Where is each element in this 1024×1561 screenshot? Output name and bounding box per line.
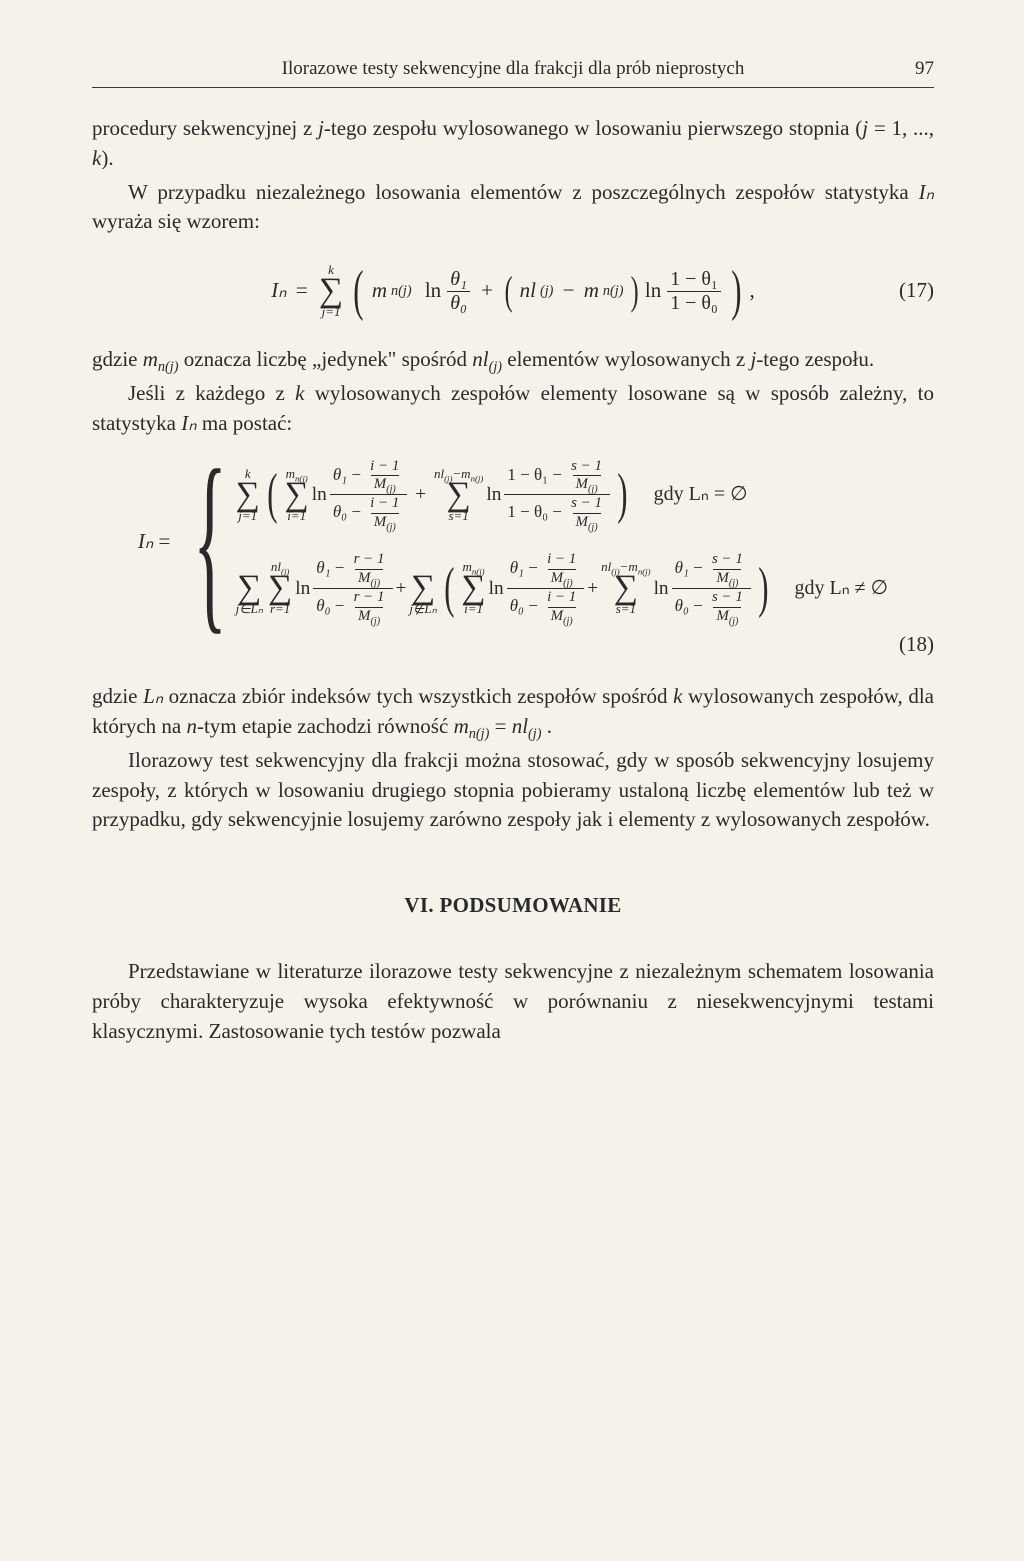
running-head: Ilorazowe testy sekwencyjne dla frakcji … [92,56,934,88]
equation-18: Iₙ = { k ∑ j=1 ( mn(j) ∑ [92,459,934,660]
running-title: Ilorazowe testy sekwencyjne dla frakcji … [140,56,886,83]
equation-17-number: (17) [899,276,934,306]
paragraph-3: gdzie mn(j) oznacza liczbę „jedynek" spo… [92,345,934,375]
paragraph-6: Ilorazowy test sekwencyjny dla frakcji m… [92,746,934,835]
paragraph-7: Przedstawiane w literaturze ilorazowe te… [92,957,934,1046]
paragraph-5: gdzie Lₙ oznacza zbiór indeksów tych wsz… [92,682,934,742]
paragraph-2: W przypadku niezależnego losowania eleme… [92,178,934,238]
page-number: 97 [886,56,934,83]
equation-17: Iₙ = k ∑ j=1 ( mn(j) ln θ₁ θ₀ + ( nl(j) … [92,263,934,319]
section-heading: VI. PODSUMOWANIE [92,891,934,921]
paragraph-1: procedury sekwencyjnej z j-tego zespołu … [92,114,934,174]
